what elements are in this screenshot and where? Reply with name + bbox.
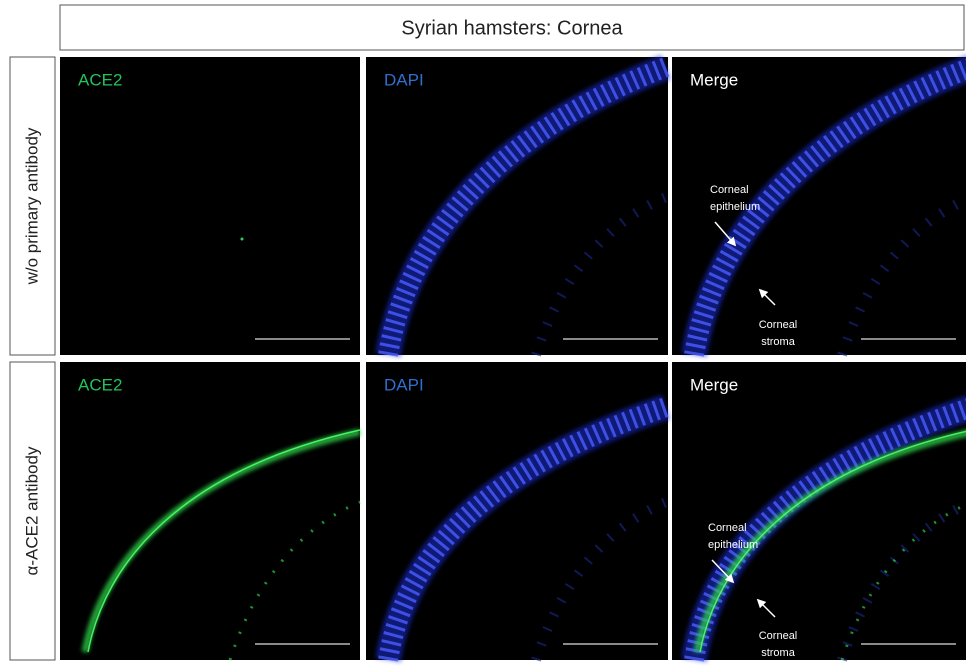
figure: Syrian hamsters: Cornea w/o primary anti… xyxy=(0,0,966,666)
annotation: Corneal xyxy=(708,522,747,534)
annotation: stroma xyxy=(761,647,796,659)
panel-label: DAPI xyxy=(384,375,424,394)
micrograph-panel: Merge Corneal epithelium Corneal stroma xyxy=(672,362,966,660)
annotation: Corneal xyxy=(710,184,749,196)
row-label: w/o primary antibody xyxy=(22,127,41,285)
micrograph-panel: DAPI xyxy=(366,362,668,660)
panel-background xyxy=(60,362,360,660)
panel-label: Merge xyxy=(690,375,738,394)
row-label: α-ACE2 antibody xyxy=(22,446,41,575)
annotation: Corneal xyxy=(759,319,798,331)
panel-label: ACE2 xyxy=(78,70,122,89)
micrograph-panel: ACE2 xyxy=(60,362,360,660)
micrograph-panel: ACE2 xyxy=(60,57,360,355)
annotation: stroma xyxy=(761,336,796,348)
micrograph-panel: DAPI xyxy=(366,57,668,355)
annotation: epithelium xyxy=(708,539,758,551)
annotation: epithelium xyxy=(710,201,760,213)
micrograph-panel: Merge Corneal epithelium Corneal stroma xyxy=(672,57,966,355)
panel-background xyxy=(60,57,360,355)
panel-label: DAPI xyxy=(384,70,424,89)
title: Syrian hamsters: Cornea xyxy=(401,17,623,39)
annotation: Corneal xyxy=(759,630,798,642)
speck xyxy=(241,238,244,241)
panel-label: Merge xyxy=(690,70,738,89)
panel-label: ACE2 xyxy=(78,375,122,394)
